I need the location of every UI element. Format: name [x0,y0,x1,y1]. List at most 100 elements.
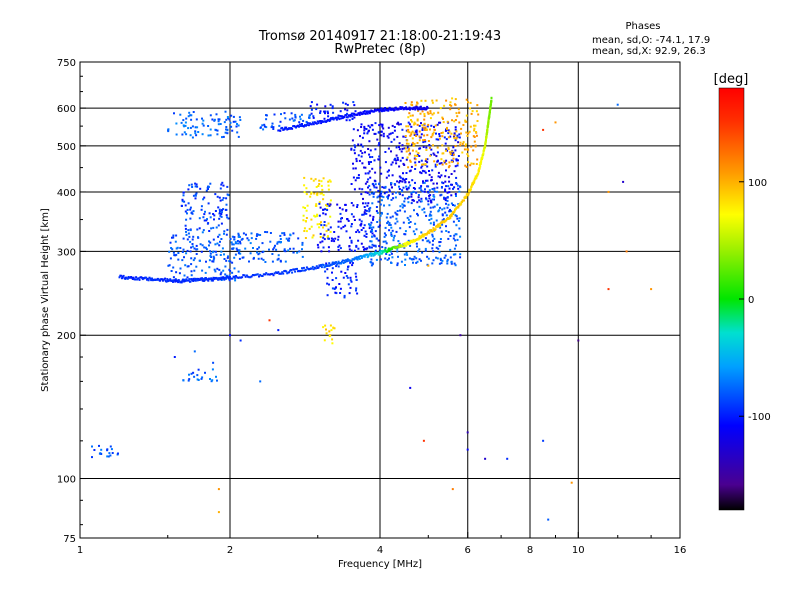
data-point [452,204,454,206]
data-point [336,262,339,265]
data-point [438,135,441,138]
data-point [320,264,323,266]
data-point [185,233,188,236]
data-point [175,253,178,256]
data-point [169,278,172,281]
data-point [378,110,381,113]
data-point [360,257,363,259]
data-point [453,170,456,173]
data-point [387,247,390,250]
data-point [305,124,308,126]
data-point [212,258,215,261]
data-point [387,220,390,223]
data-point [425,198,428,201]
data-point [425,158,428,161]
data-point [317,266,320,269]
data-point [331,342,334,345]
data-point [432,259,435,262]
data-point [305,217,308,219]
data-point [430,124,433,127]
data-point [443,196,445,199]
data-point [428,214,431,217]
data-point [195,244,198,247]
data-point [431,169,434,172]
data-point [221,209,223,212]
data-point [448,215,451,217]
data-point [439,238,442,240]
data-point [369,240,372,243]
data-point [377,225,380,228]
data-point [279,234,282,237]
data-point [288,271,291,274]
data-point [431,262,434,265]
data-point [451,97,454,100]
data-point [366,204,369,207]
data-point [188,373,190,376]
data-point [485,136,488,139]
data-point [396,262,399,265]
data-point [454,139,457,142]
data-point [447,237,450,240]
data-point [426,240,429,243]
data-point [233,236,236,239]
data-point [220,211,223,214]
data-point [409,184,412,187]
data-point [418,248,421,251]
data-point [324,110,327,113]
data-point [466,448,469,451]
data-point [420,122,422,125]
data-point [490,99,493,102]
data-point [399,159,402,162]
data-point [341,208,344,211]
data-point [358,255,360,258]
data-point [399,209,402,212]
colorbar-tick-label: 100 [748,178,767,189]
data-point [330,263,333,266]
data-point [427,257,430,260]
data-point [211,379,214,382]
data-point [242,274,245,277]
data-point [455,182,458,184]
data-point [458,217,461,220]
data-point [315,265,318,268]
data-point [421,124,424,127]
data-point [447,136,450,139]
data-point [230,241,233,244]
data-point [402,221,405,224]
data-point [167,130,170,133]
data-point [341,117,344,120]
data-point [237,124,240,127]
data-point [373,252,376,255]
data-point [391,161,394,164]
data-point [284,260,287,263]
data-point [225,118,228,121]
data-point [201,133,204,136]
data-point [393,138,396,141]
data-point [439,259,442,262]
data-point [326,294,329,297]
data-point [339,115,342,117]
data-point [337,248,340,251]
data-point [363,254,366,257]
data-point [450,173,453,175]
data-point [350,249,353,252]
data-point [237,234,240,237]
data-point [431,198,434,201]
data-point [452,237,455,240]
data-point [416,118,419,121]
data-point [577,339,580,342]
data-point [409,241,411,244]
data-point [189,206,192,209]
data-point [437,223,440,226]
data-point [256,251,258,254]
data-point [227,117,229,120]
data-point [227,217,230,220]
data-point [414,222,417,225]
data-point [380,134,383,137]
data-point [461,142,464,145]
data-point [407,243,410,246]
data-point [378,249,381,252]
data-point [398,142,401,145]
data-point [391,229,394,232]
data-point [413,142,416,145]
